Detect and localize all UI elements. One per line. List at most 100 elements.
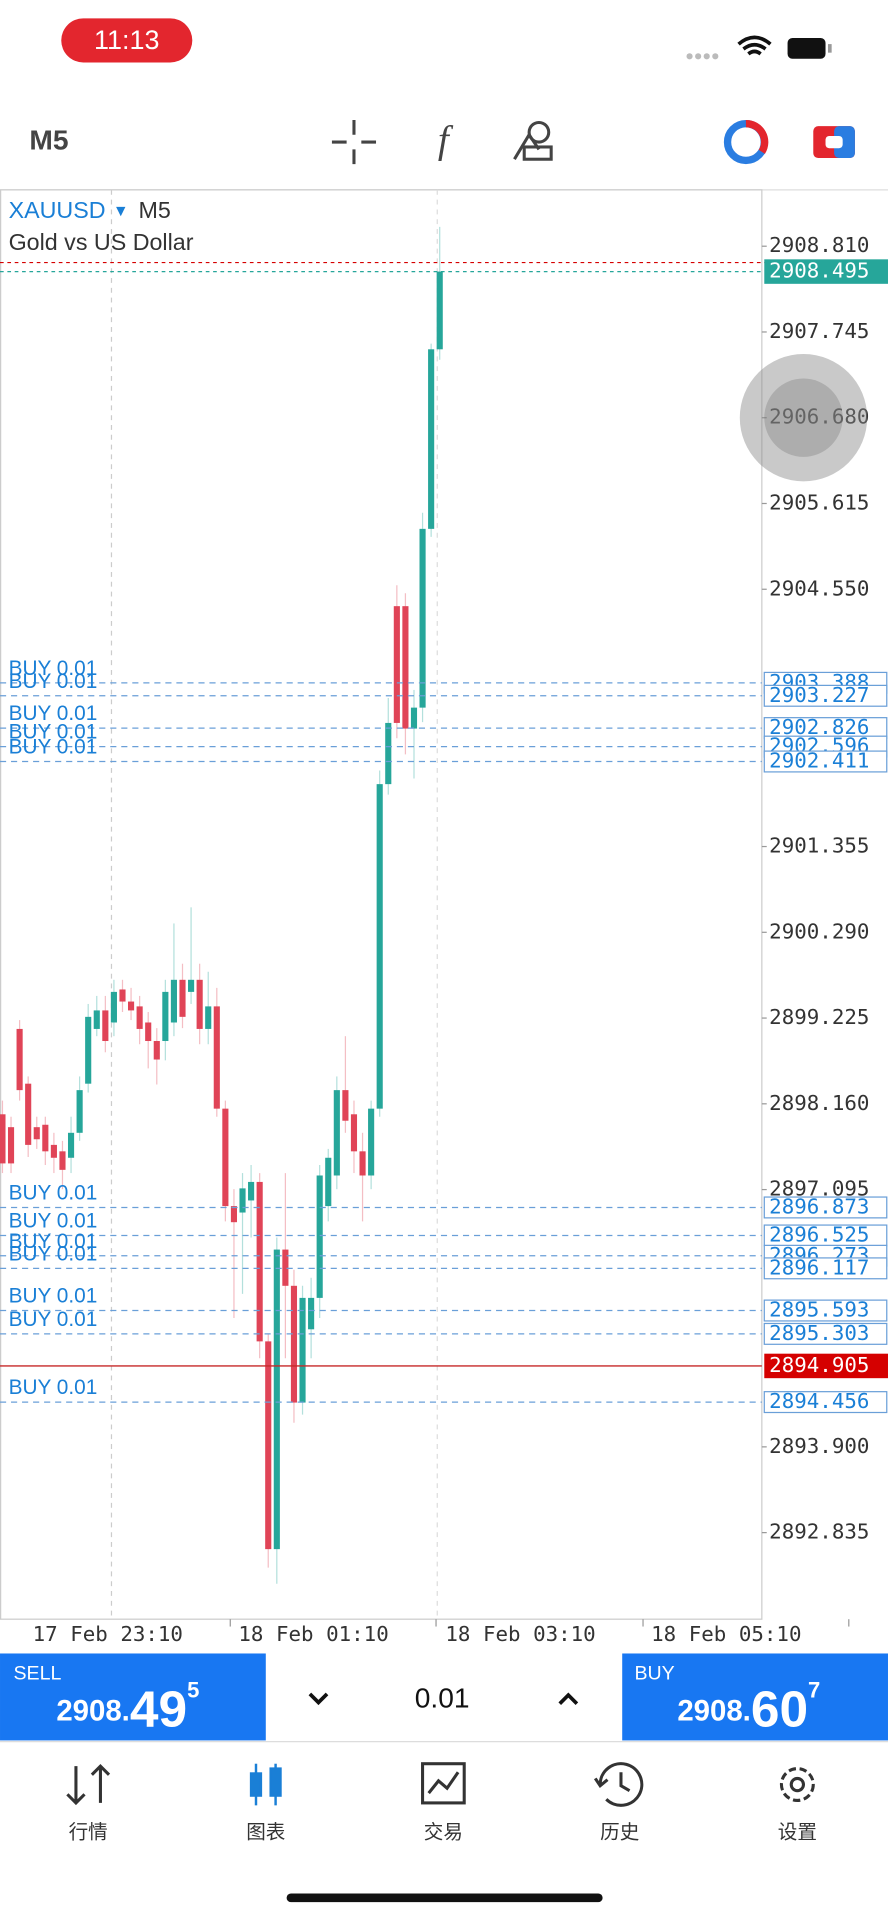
y-tick-label: 2900.290 bbox=[769, 919, 869, 943]
y-tick-label: 2899.225 bbox=[769, 1005, 869, 1029]
symbol[interactable]: XAUUSD bbox=[9, 197, 106, 223]
order-label: BUY 0.01 bbox=[9, 702, 98, 725]
candle-body bbox=[85, 1016, 92, 1084]
order-label: BUY 0.01 bbox=[9, 657, 98, 680]
plot-area: 2908.810 2907.745 2906.680 2905.615 2904.550… bbox=[0, 226, 888, 1646]
order-price: 2902.411 bbox=[769, 749, 869, 773]
candle-body bbox=[76, 1090, 83, 1133]
candle-body bbox=[333, 1090, 340, 1176]
y-tick-label: 2905.615 bbox=[769, 490, 869, 514]
order-label: BUY 0.01 bbox=[9, 1242, 98, 1265]
order-label: BUY 0.01 bbox=[9, 736, 98, 759]
order-label: BUY 0.01 bbox=[9, 1308, 98, 1331]
buy-label[interactable]: BUY bbox=[634, 1662, 674, 1684]
order-label: BUY 0.01 bbox=[9, 1210, 98, 1233]
y-tick-label: 2893.900 bbox=[769, 1434, 869, 1458]
candle-body bbox=[359, 1151, 366, 1176]
crosshair-button[interactable] bbox=[331, 120, 377, 165]
history-icon[interactable] bbox=[593, 1762, 644, 1807]
settings-icon[interactable] bbox=[779, 1767, 815, 1802]
order-price: 2894.456 bbox=[769, 1389, 869, 1413]
y-tick-label: 2898.160 bbox=[769, 1091, 869, 1115]
candle-body bbox=[273, 1249, 280, 1550]
candle-body bbox=[136, 1006, 143, 1029]
battery-tip bbox=[827, 44, 832, 53]
candle-body bbox=[110, 991, 117, 1023]
buy-price-tail[interactable]: 7 bbox=[808, 1677, 820, 1702]
lot-decrease[interactable] bbox=[308, 1692, 329, 1706]
candle-body bbox=[419, 528, 426, 708]
x-tick-label: 18 Feb 03:10 bbox=[445, 1622, 595, 1646]
candle-body bbox=[170, 979, 177, 1023]
chart-icon[interactable] bbox=[249, 1763, 282, 1806]
candle-body bbox=[256, 1181, 263, 1342]
sell-price[interactable]: 2908.495 bbox=[56, 1677, 199, 1737]
buy-button[interactable] bbox=[622, 1653, 888, 1741]
order-price: 2895.593 bbox=[769, 1298, 869, 1322]
candle-body bbox=[368, 1108, 375, 1176]
y-tick-label: 2904.550 bbox=[769, 576, 869, 600]
order-label: BUY 0.01 bbox=[9, 1376, 98, 1399]
account-button[interactable] bbox=[723, 120, 769, 165]
buy-price-head[interactable]: 2908. bbox=[677, 1694, 751, 1727]
touch-indicator-core bbox=[764, 378, 843, 457]
touch-indicator bbox=[739, 353, 868, 482]
quotes-icon[interactable] bbox=[66, 1763, 111, 1806]
candle-body bbox=[265, 1341, 272, 1550]
order-label: BUY 0.01 bbox=[9, 721, 98, 744]
tab-label[interactable]: 行情 bbox=[69, 1822, 108, 1844]
objects-button[interactable] bbox=[513, 120, 553, 161]
candle-body bbox=[436, 271, 443, 350]
y-tick-label: 2907.745 bbox=[769, 319, 869, 343]
chart-frame bbox=[0, 189, 763, 1620]
order-label: BUY 0.01 bbox=[9, 1230, 98, 1253]
tab-label[interactable]: 历史 bbox=[600, 1822, 639, 1844]
buy-price[interactable]: 2908.607 bbox=[677, 1677, 820, 1737]
trade-button[interactable] bbox=[813, 126, 855, 158]
sell-label[interactable]: SELL bbox=[13, 1662, 61, 1684]
y-tick-label: 2906.680 bbox=[769, 405, 869, 429]
bid-price: 2908.495 bbox=[769, 259, 869, 283]
timeframe-button[interactable]: M5 bbox=[29, 124, 68, 156]
sell-price-tail[interactable]: 5 bbox=[187, 1677, 199, 1702]
tab-label[interactable]: 图表 bbox=[246, 1822, 285, 1844]
order-price-box bbox=[763, 1391, 888, 1414]
order-price-box bbox=[763, 684, 888, 707]
candle-body bbox=[102, 1010, 109, 1042]
symbol-button[interactable]: XAUUSD ▼ M5 bbox=[9, 197, 171, 223]
candle-body bbox=[428, 349, 435, 529]
trade-icon[interactable] bbox=[421, 1762, 466, 1805]
sell-price-head[interactable]: 2908. bbox=[56, 1694, 130, 1727]
buy-price-big[interactable]: 60 bbox=[751, 1679, 808, 1737]
x-tick-label: 18 Feb 01:10 bbox=[238, 1622, 388, 1646]
tab-label[interactable]: 设置 bbox=[778, 1822, 817, 1844]
candle-body bbox=[290, 1285, 298, 1403]
lot-size[interactable]: 0.01 bbox=[415, 1681, 470, 1713]
dropdown-arrow[interactable]: ▼ bbox=[113, 203, 129, 220]
price-line-label: 2894.905 bbox=[769, 1353, 869, 1377]
order-price: 2902.826 bbox=[769, 715, 869, 739]
candle-body bbox=[16, 1028, 23, 1091]
order-price: 2896.117 bbox=[769, 1255, 869, 1279]
candle-body bbox=[67, 1132, 75, 1158]
sell-price-big[interactable]: 49 bbox=[130, 1679, 187, 1737]
tab-label[interactable]: 交易 bbox=[424, 1822, 463, 1844]
candle-body bbox=[93, 1010, 100, 1029]
status-time: 11:13 bbox=[94, 25, 159, 55]
candle-body bbox=[325, 1157, 332, 1207]
candle-body bbox=[342, 1090, 349, 1121]
bid-price-box bbox=[764, 259, 888, 284]
candle-body bbox=[308, 1297, 315, 1330]
candle-body bbox=[410, 707, 418, 729]
indicators-button[interactable]: f bbox=[438, 118, 454, 161]
candle-body bbox=[119, 989, 126, 1002]
price-line-box bbox=[764, 1353, 888, 1379]
candle-body bbox=[0, 1114, 6, 1164]
candle-body bbox=[188, 979, 195, 992]
candle-body bbox=[385, 722, 392, 785]
lot-increase[interactable] bbox=[558, 1692, 579, 1705]
order-label: BUY 0.01 bbox=[9, 1285, 98, 1308]
sell-button[interactable] bbox=[0, 1653, 266, 1741]
